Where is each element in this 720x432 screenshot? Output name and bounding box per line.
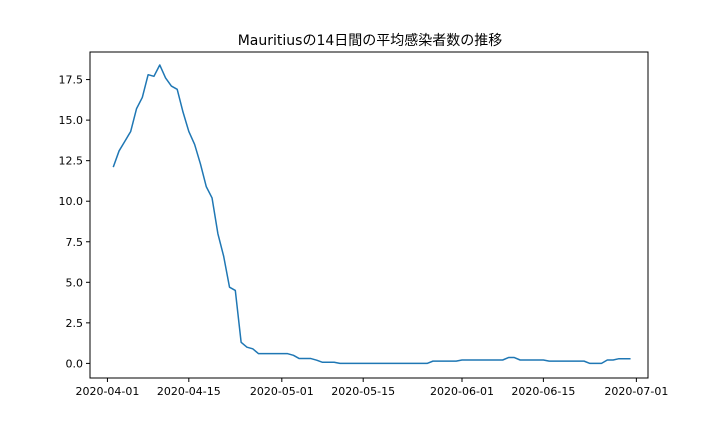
y-tick-label: 15.0 xyxy=(59,114,84,127)
y-tick-label: 17.5 xyxy=(59,74,84,87)
x-tick-label: 2020-06-15 xyxy=(511,385,575,398)
y-tick-label: 12.5 xyxy=(59,155,84,168)
y-tick-label: 0.0 xyxy=(66,357,84,370)
x-tick-label: 2020-06-01 xyxy=(430,385,494,398)
x-tick-label: 2020-05-15 xyxy=(331,385,395,398)
y-tick-label: 5.0 xyxy=(66,276,84,289)
plot-frame xyxy=(89,51,649,379)
y-tick-label: 10.0 xyxy=(59,195,84,208)
x-tick-label: 2020-05-01 xyxy=(250,385,314,398)
x-tick-label: 2020-04-01 xyxy=(75,385,139,398)
chart-title: Mauritiusの14日間の平均感染者数の推移 xyxy=(238,32,503,49)
y-tick-label: 2.5 xyxy=(66,317,84,330)
x-tick-label: 2020-07-01 xyxy=(604,385,668,398)
plot-area: 2020-04-01 2020-04-15 2020-05-01 2020-05-15… xyxy=(59,51,668,398)
series-line xyxy=(112,64,631,365)
x-tick-label: 2020-04-15 xyxy=(157,385,221,398)
y-tick-label: 7.5 xyxy=(66,236,84,249)
